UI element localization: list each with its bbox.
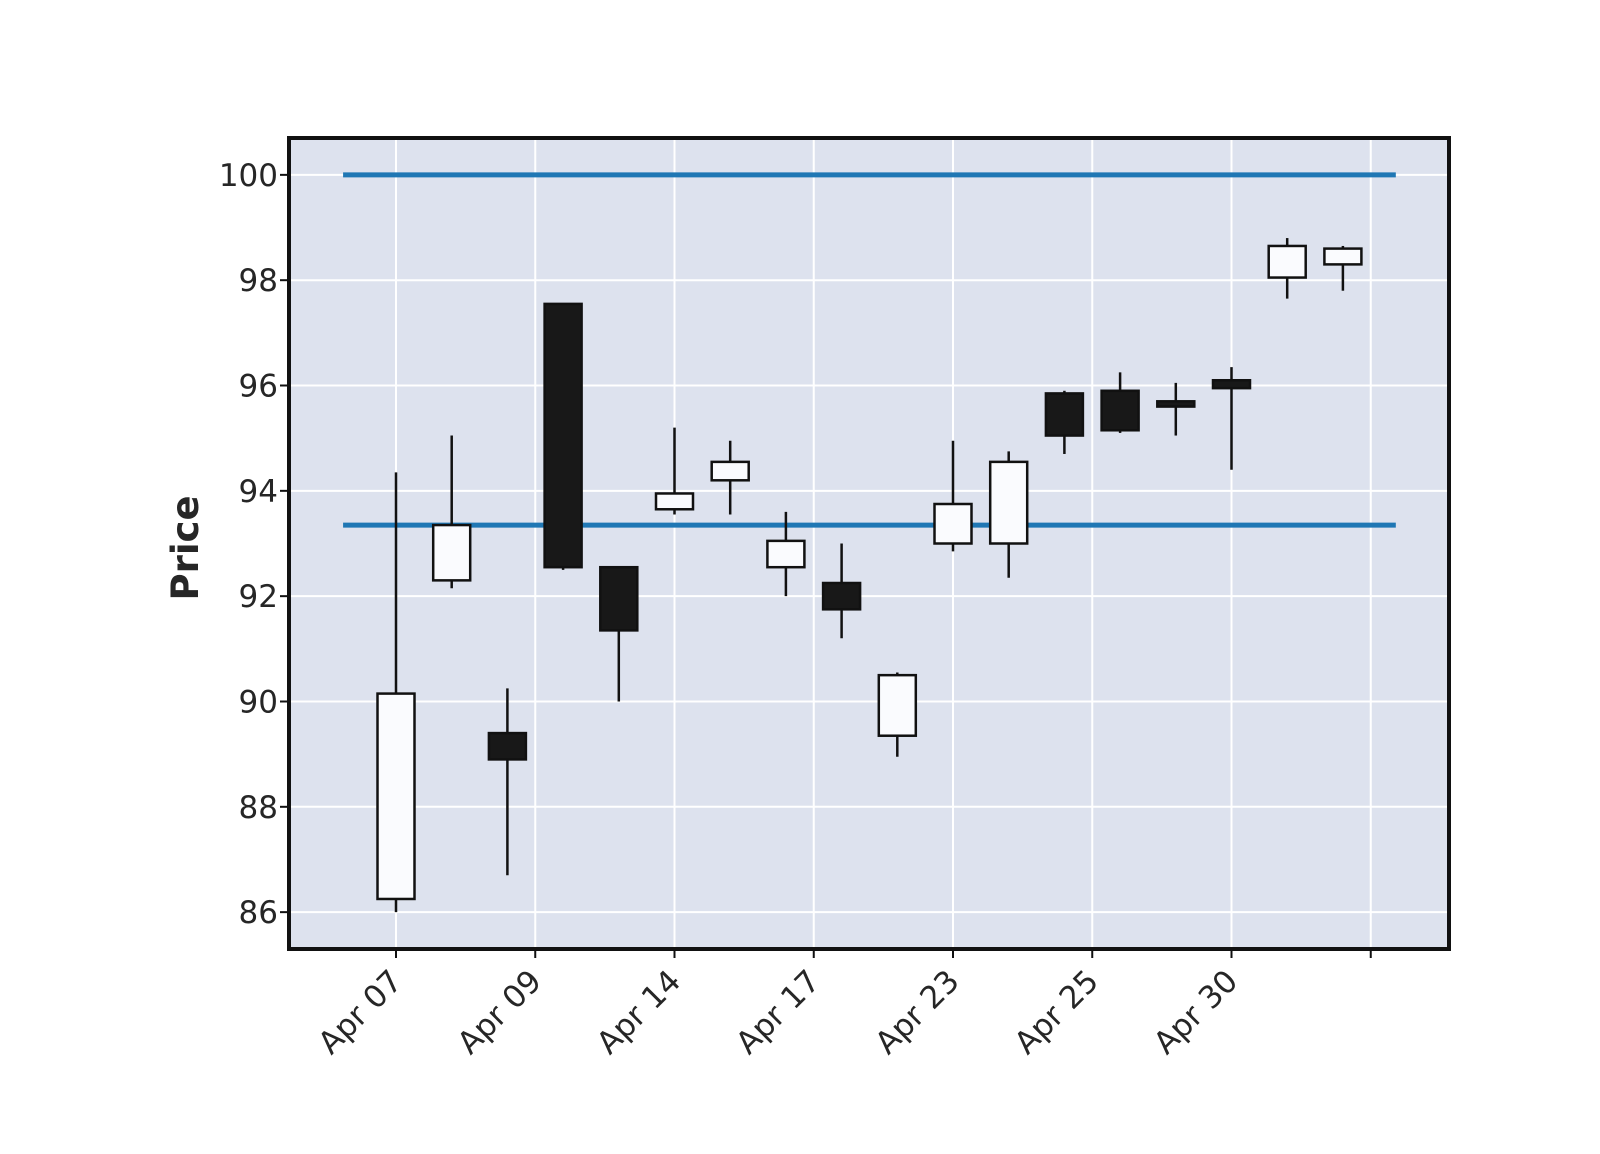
- candle-up: [1323, 245, 1363, 291]
- candle-down: [487, 688, 528, 876]
- x-tick-label: Apr 09: [451, 963, 549, 1061]
- candle-up: [1267, 238, 1307, 299]
- candle-body: [1267, 244, 1307, 279]
- candle-up: [766, 511, 806, 597]
- candle-body: [1323, 247, 1363, 266]
- x-tick-label: Apr 25: [1008, 963, 1106, 1061]
- candle-up: [654, 427, 695, 515]
- candle-down: [599, 565, 639, 702]
- y-tick-label: 88: [239, 790, 278, 826]
- y-tick-label: 94: [239, 474, 278, 510]
- candle-body: [487, 731, 528, 761]
- y-axis-ticks: 86 88 90 92 94 96 98 100: [219, 158, 289, 931]
- x-tick-label: Apr 30: [1147, 963, 1245, 1061]
- candle-body: [1100, 389, 1140, 432]
- candle-down: [1211, 367, 1252, 470]
- y-tick-label: 100: [219, 158, 278, 194]
- y-tick-label: 90: [239, 684, 278, 720]
- candle-body: [877, 673, 918, 737]
- candle-body: [376, 692, 416, 901]
- x-axis-ticks: Apr 07 Apr 09 Apr 14 Apr 17 Apr 23 Apr 25 Apr …: [311, 949, 1372, 1061]
- candle-up: [376, 472, 416, 913]
- candle-up: [710, 440, 750, 515]
- candle-body: [599, 565, 639, 632]
- candle-up: [933, 440, 973, 552]
- plot-area-frame: [287, 136, 1451, 951]
- plot-area-background: [289, 138, 1449, 949]
- candle-up: [877, 672, 918, 757]
- candle-up: [988, 451, 1029, 578]
- candle-body: [766, 539, 806, 569]
- candle-body: [1044, 392, 1085, 437]
- candle-body: [654, 492, 695, 511]
- candle-down: [1156, 382, 1196, 436]
- y-tick-label: 96: [239, 369, 278, 405]
- horizontal-reference-lines: [343, 172, 1396, 528]
- candle-body: [1211, 378, 1252, 390]
- x-tick-label: Apr 07: [311, 963, 409, 1061]
- candles: [376, 238, 1363, 913]
- candle-body: [933, 502, 973, 545]
- candle-body: [988, 460, 1029, 545]
- candle-up: [431, 435, 472, 589]
- x-tick-label: Apr 17: [729, 963, 827, 1061]
- y-axis-label: Price: [164, 495, 207, 600]
- candle-body: [543, 302, 583, 569]
- candle-body: [431, 523, 472, 582]
- x-tick-label: Apr 23: [868, 963, 966, 1061]
- y-tick-label: 86: [239, 895, 278, 931]
- candle-down: [1044, 390, 1085, 454]
- candle-down: [821, 543, 862, 639]
- y-tick-label: 92: [239, 579, 278, 615]
- candle-body: [821, 581, 862, 611]
- x-tick-label: Apr 14: [590, 963, 688, 1061]
- candle-down: [1100, 372, 1140, 433]
- y-tick-label: 98: [239, 263, 278, 299]
- candle-down: [543, 302, 583, 570]
- candle-body: [1156, 400, 1196, 408]
- candle-body: [710, 460, 750, 482]
